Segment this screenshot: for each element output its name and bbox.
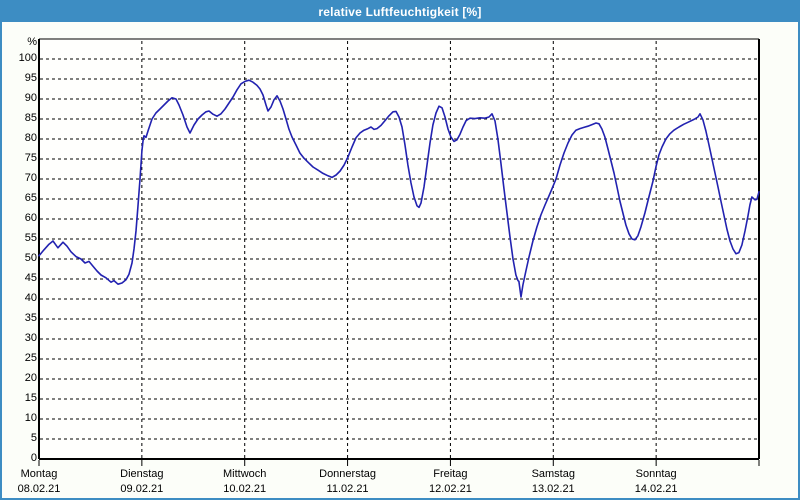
chart-title: relative Luftfeuchtigkeit [%] <box>318 5 482 19</box>
day-date-label: 08.02.21 <box>17 483 61 495</box>
day-date-label: 09.02.21 <box>120 483 164 495</box>
day-date-label: 14.02.21 <box>634 483 678 495</box>
day-date-label: 10.02.21 <box>223 483 267 495</box>
day-date-label: 13.02.21 <box>531 483 575 495</box>
day-date-label: 11.02.21 <box>326 483 369 495</box>
plot-background <box>39 39 759 459</box>
day-date-label: 12.02.21 <box>429 483 472 495</box>
humidity-line-chart <box>38 38 760 466</box>
humidity-series-line <box>38 79 760 298</box>
titlebar: relative Luftfeuchtigkeit [%] <box>2 2 798 22</box>
